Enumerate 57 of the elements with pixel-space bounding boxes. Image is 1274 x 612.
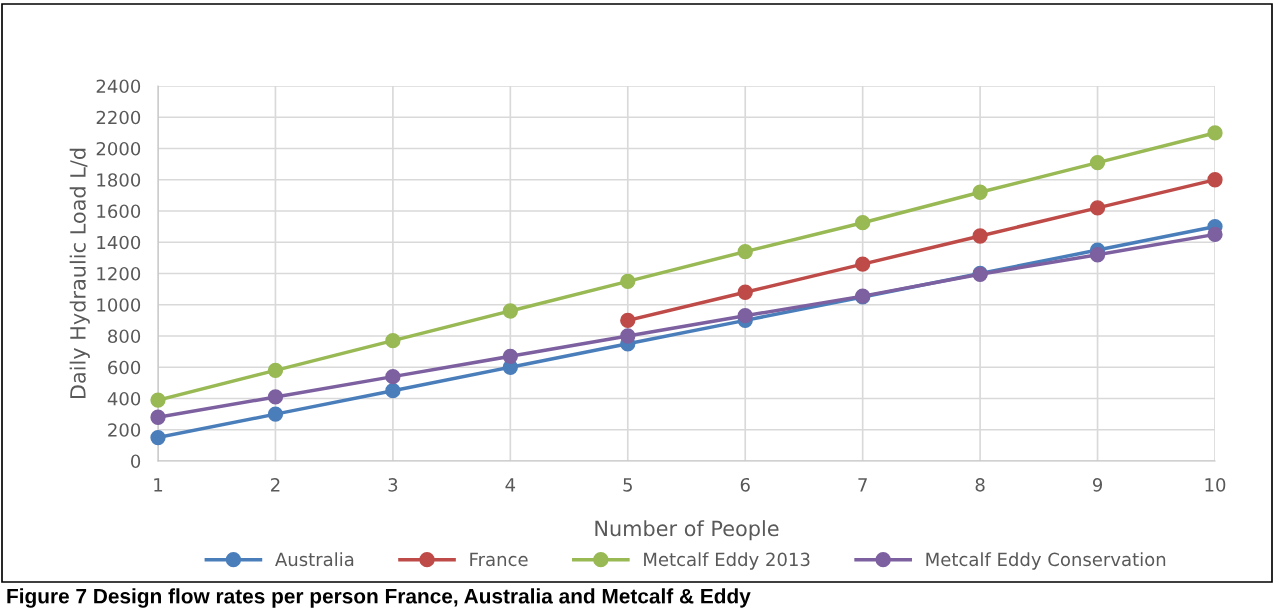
x-tick-label: 10: [1205, 477, 1226, 492]
y-tick-label: 1800: [97, 173, 141, 187]
point: [385, 368, 401, 385]
point: [267, 362, 284, 379]
y-tick-label: 400: [107, 391, 141, 406]
legend-label: Metcalf Eddy Conservation: [926, 552, 1166, 570]
point: [150, 429, 166, 446]
point: [267, 389, 284, 405]
point: [1207, 125, 1223, 141]
y-axis-title: Daily Hydraulic Load L/d: [69, 148, 90, 399]
x-tick-label: 8: [975, 477, 985, 492]
point: [1089, 154, 1106, 171]
point: [620, 312, 636, 329]
y-tick-label: 2000: [96, 141, 141, 156]
y-tick-label: 800: [108, 329, 141, 344]
x-tick-label: 5: [623, 478, 632, 492]
point: [1207, 172, 1223, 188]
point: [972, 184, 988, 200]
point: [1089, 247, 1106, 263]
point: [1089, 200, 1106, 216]
y-tick-label: 2200: [96, 110, 141, 125]
legend-label: France: [470, 552, 528, 567]
x-tick-label: 1: [154, 478, 163, 492]
point: [737, 284, 753, 300]
x-tick-label: 3: [388, 477, 398, 492]
point: [267, 406, 284, 422]
point: [1207, 226, 1223, 243]
y-tick-label: 0: [131, 454, 141, 469]
point: [385, 333, 401, 349]
y-tick-label: 1000: [97, 298, 141, 312]
x-tick-label: 6: [740, 477, 750, 492]
point: [620, 273, 636, 289]
y-tick-label: 600: [108, 360, 141, 375]
point: [502, 348, 518, 364]
point: [620, 328, 636, 344]
y-tick-label: 1400: [97, 235, 141, 250]
point: [737, 308, 753, 324]
x-tick-label: 4: [505, 478, 516, 492]
y-tick-label: 2400: [96, 79, 141, 94]
legend-label: Australia: [275, 552, 354, 567]
x-axis-title: Number of People: [595, 520, 779, 541]
point: [502, 303, 518, 319]
caption: Figure 7 Design flow rates per person France, Australia and Metcalf & Eddy: [7, 588, 751, 608]
point: [150, 392, 166, 408]
y-tick-label: 1200: [97, 266, 141, 281]
point: [150, 409, 166, 425]
point: [737, 243, 753, 260]
point: [855, 256, 871, 272]
point: [972, 228, 988, 244]
point: [385, 383, 401, 399]
x-tick-label: 2: [271, 477, 280, 492]
y-tick-label: 200: [108, 423, 141, 437]
x-tick-label: 7: [858, 478, 867, 492]
x-tick-label: 9: [1092, 477, 1103, 492]
legend-label: Metcalf Eddy 2013: [644, 552, 810, 570]
point: [855, 215, 871, 231]
y-tick-label: 1600: [97, 204, 141, 219]
